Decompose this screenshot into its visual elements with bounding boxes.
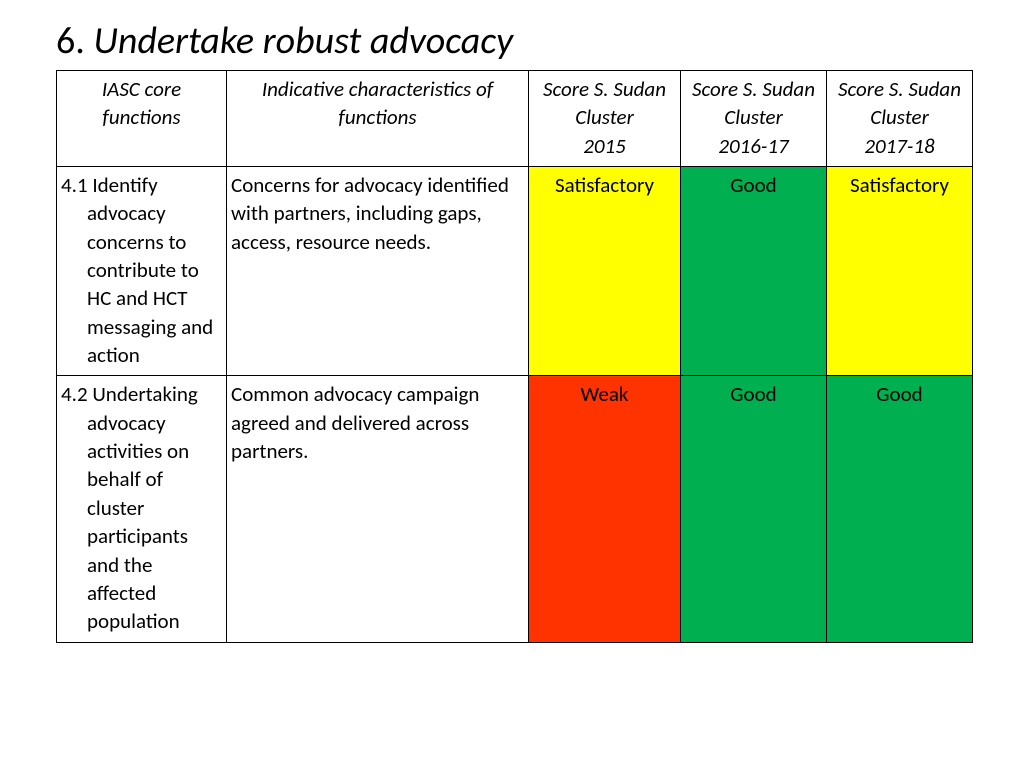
cell-description: Concerns for advocacy identified with pa… [227, 167, 529, 376]
cell-score: Good [681, 376, 827, 642]
cell-score: Satisfactory [827, 167, 973, 376]
col-header-score-2017-18: Score S. SudanCluster2017-18 [827, 71, 973, 167]
table-header-row: IASC core functions Indicative character… [57, 71, 973, 167]
col-header-characteristics: Indicative characteristics offunctions [227, 71, 529, 167]
cell-score: Good [827, 376, 973, 642]
cell-description: Common advocacy campaign agreed and deli… [227, 376, 529, 642]
cell-score: Good [681, 167, 827, 376]
page-container: 6. Undertake robust advocacy IASC core f… [0, 0, 1024, 643]
cell-score: Satisfactory [529, 167, 681, 376]
col-header-functions: IASC core functions [57, 71, 227, 167]
table-row: 4.2 Undertaking advocacy activities on b… [57, 376, 973, 642]
cell-function: 4.1 Identify advocacy concerns to contri… [57, 167, 227, 376]
col-header-score-2015: Score S. SudanCluster2015 [529, 71, 681, 167]
title-number: 6. [56, 18, 85, 64]
page-title: 6. Undertake robust advocacy [56, 18, 990, 64]
cell-function: 4.2 Undertaking advocacy activities on b… [57, 376, 227, 642]
col-header-score-2016-17: Score S. SudanCluster2016-17 [681, 71, 827, 167]
title-text: Undertake robust advocacy [93, 18, 513, 64]
table-body: 4.1 Identify advocacy concerns to contri… [57, 167, 973, 643]
scorecard-table: IASC core functions Indicative character… [56, 70, 973, 643]
cell-score: Weak [529, 376, 681, 642]
table-row: 4.1 Identify advocacy concerns to contri… [57, 167, 973, 376]
